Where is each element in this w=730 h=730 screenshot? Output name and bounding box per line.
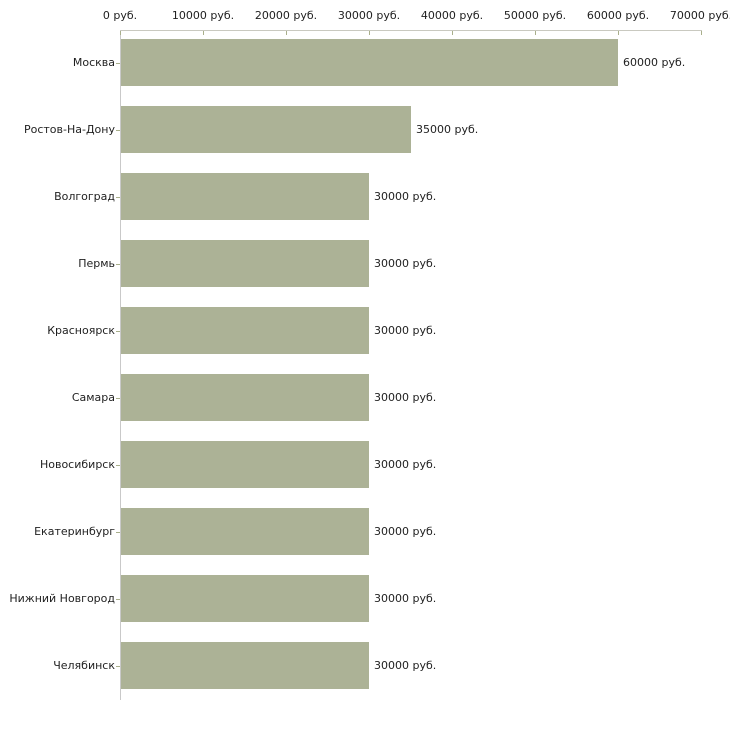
bar bbox=[121, 173, 369, 220]
x-axis-tick bbox=[286, 31, 287, 35]
bar bbox=[121, 307, 369, 354]
category-label: Волгоград bbox=[54, 189, 115, 203]
bar bbox=[121, 106, 411, 153]
value-label: 30000 руб. bbox=[374, 323, 437, 337]
y-axis-tick bbox=[116, 197, 120, 198]
x-axis-tick bbox=[120, 31, 121, 35]
x-axis-tick-label: 0 руб. bbox=[102, 9, 138, 22]
x-axis-tick-label: 40000 руб. bbox=[420, 9, 484, 22]
x-axis-tick bbox=[535, 31, 536, 35]
x-axis-tick-label: 70000 руб. bbox=[669, 9, 730, 22]
x-axis-tick bbox=[618, 31, 619, 35]
value-label: 30000 руб. bbox=[374, 390, 437, 404]
category-label: Красноярск bbox=[47, 323, 115, 337]
y-axis-tick bbox=[116, 465, 120, 466]
value-label: 30000 руб. bbox=[374, 256, 437, 270]
x-axis-tick-label: 10000 руб. bbox=[171, 9, 235, 22]
value-label: 30000 руб. bbox=[374, 591, 437, 605]
bar bbox=[121, 374, 369, 421]
bar bbox=[121, 441, 369, 488]
x-axis-tick-label: 50000 руб. bbox=[503, 9, 567, 22]
y-axis-tick bbox=[116, 331, 120, 332]
bar bbox=[121, 240, 369, 287]
category-label: Москва bbox=[72, 55, 115, 69]
value-label: 60000 руб. bbox=[623, 55, 686, 69]
value-label: 30000 руб. bbox=[374, 524, 437, 538]
y-axis-tick bbox=[116, 63, 120, 64]
category-label: Нижний Новгород bbox=[9, 591, 115, 605]
category-label: Пермь bbox=[78, 256, 115, 270]
value-label: 30000 руб. bbox=[374, 189, 437, 203]
x-axis-tick-label: 60000 руб. bbox=[586, 9, 650, 22]
y-axis-tick bbox=[116, 264, 120, 265]
category-label: Новосибирск bbox=[39, 457, 115, 471]
category-label: Ростов-На-Дону bbox=[23, 122, 115, 136]
x-axis-tick bbox=[452, 31, 453, 35]
x-axis-tick-label: 20000 руб. bbox=[254, 9, 318, 22]
category-label: Самара bbox=[71, 390, 115, 404]
y-axis-tick bbox=[116, 130, 120, 131]
x-axis-line bbox=[120, 30, 702, 31]
y-axis-tick bbox=[116, 532, 120, 533]
bar bbox=[121, 39, 618, 86]
x-axis-tick bbox=[369, 31, 370, 35]
bar bbox=[121, 642, 369, 689]
y-axis-tick bbox=[116, 599, 120, 600]
y-axis-tick bbox=[116, 666, 120, 667]
y-axis-tick bbox=[116, 398, 120, 399]
value-label: 35000 руб. bbox=[416, 122, 479, 136]
y-axis-line bbox=[120, 30, 121, 700]
category-label: Челябинск bbox=[53, 658, 115, 672]
bar bbox=[121, 575, 369, 622]
x-axis-tick-label: 30000 руб. bbox=[337, 9, 401, 22]
x-axis-tick bbox=[701, 31, 702, 35]
x-axis-tick bbox=[203, 31, 204, 35]
bar bbox=[121, 508, 369, 555]
category-label: Екатеринбург bbox=[34, 524, 115, 538]
value-label: 30000 руб. bbox=[374, 658, 437, 672]
value-label: 30000 руб. bbox=[374, 457, 437, 471]
